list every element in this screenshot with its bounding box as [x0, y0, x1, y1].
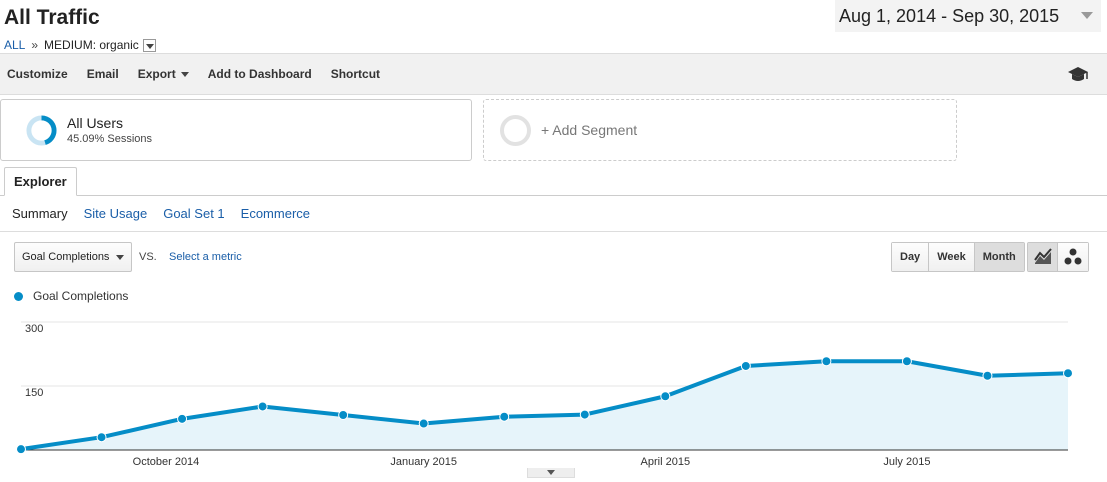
data-point — [499, 411, 510, 422]
y-tick-label: 150 — [25, 387, 43, 399]
select-metric-link[interactable]: Select a metric — [169, 251, 242, 263]
add-segment-label: + Add Segment — [541, 122, 638, 138]
metric-select-label: Goal Completions — [22, 251, 110, 263]
breadcrumb: ALL » MEDIUM: organic — [4, 38, 156, 52]
subtab-summary[interactable]: Summary — [12, 206, 68, 221]
data-point — [257, 401, 268, 412]
series-area — [21, 361, 1068, 450]
segment-name: All Users — [67, 115, 124, 131]
subtab-goal-set-1[interactable]: Goal Set 1 — [163, 206, 225, 221]
subtab-divider — [0, 231, 1107, 232]
breadcrumb-all-link[interactable]: ALL — [4, 38, 26, 52]
x-tick-label: January 2015 — [390, 456, 457, 468]
data-point — [982, 370, 993, 381]
report-toolbar: Customize Email Export Add to Dashboard … — [0, 53, 1107, 95]
line-chart-view-button[interactable] — [1028, 243, 1058, 271]
bubble-chart-icon — [1064, 248, 1082, 265]
period-week-button[interactable]: Week — [929, 243, 975, 271]
breadcrumb-dropdown-button[interactable] — [142, 38, 156, 52]
chevron-down-icon — [116, 255, 124, 260]
subtab-site-usage[interactable]: Site Usage — [83, 206, 148, 221]
data-point — [821, 356, 832, 367]
segment-sessions: 45.09% Sessions — [67, 133, 152, 145]
data-point — [338, 410, 349, 421]
data-point — [740, 360, 751, 371]
segment-ring-icon — [26, 114, 57, 146]
motion-chart-view-button[interactable] — [1058, 243, 1088, 271]
data-point — [901, 356, 912, 367]
date-range-picker[interactable]: Aug 1, 2014 - Sep 30, 2015 — [835, 0, 1101, 32]
add-to-dashboard-button[interactable]: Add to Dashboard — [207, 67, 312, 81]
page-title: All Traffic — [4, 6, 100, 29]
segment-all-users[interactable]: All Users 45.09% Sessions — [0, 99, 472, 161]
line-chart-icon — [1034, 248, 1052, 264]
export-label: Export — [137, 67, 176, 81]
export-button[interactable]: Export — [138, 67, 189, 81]
period-month-button[interactable]: Month — [974, 243, 1024, 271]
chart-view-toggle — [1027, 242, 1089, 272]
date-range-label: Aug 1, 2014 - Sep 30, 2015 — [839, 5, 1060, 26]
data-point — [418, 418, 429, 429]
data-point — [16, 444, 26, 455]
chevron-down-icon — [1081, 12, 1093, 19]
tab-explorer[interactable]: Explorer — [4, 167, 77, 196]
data-point — [96, 432, 107, 443]
chevron-down-icon — [180, 71, 189, 77]
explorer-subtabs: Summary Site Usage Goal Set 1 Ecommerce — [12, 206, 326, 221]
metric-select[interactable]: Goal Completions — [14, 242, 132, 272]
breadcrumb-medium: MEDIUM: organic — [44, 38, 139, 52]
x-tick-label: April 2015 — [641, 456, 691, 468]
chart-collapse-handle[interactable] — [527, 468, 575, 478]
tab-divider — [0, 195, 1107, 196]
period-toggle: Day Week Month — [891, 242, 1025, 272]
empty-ring-icon — [500, 114, 531, 146]
graduation-cap-icon[interactable] — [1067, 66, 1089, 84]
period-day-button[interactable]: Day — [892, 243, 930, 271]
data-point — [660, 391, 671, 402]
data-point — [1063, 368, 1073, 379]
customize-button[interactable]: Customize — [7, 67, 68, 81]
breadcrumb-separator: » — [31, 38, 39, 52]
email-button[interactable]: Email — [86, 67, 119, 81]
goal-completions-chart: 300 150 October 2014 January 2015 April 2015… — [16, 321, 1073, 468]
y-tick-label: 300 — [25, 323, 43, 335]
chart-legend: Goal Completions — [14, 289, 128, 303]
subtab-ecommerce[interactable]: Ecommerce — [240, 206, 311, 221]
x-tick-label: July 2015 — [883, 456, 930, 468]
data-point — [177, 413, 188, 424]
x-tick-label: October 2014 — [133, 456, 200, 468]
legend-marker — [14, 291, 23, 301]
add-segment-button[interactable]: + Add Segment — [483, 99, 957, 161]
data-point — [579, 409, 590, 420]
vs-label: VS. — [139, 251, 157, 263]
series-line — [20, 359, 1069, 452]
legend-label: Goal Completions — [33, 289, 129, 303]
shortcut-button[interactable]: Shortcut — [330, 67, 381, 81]
